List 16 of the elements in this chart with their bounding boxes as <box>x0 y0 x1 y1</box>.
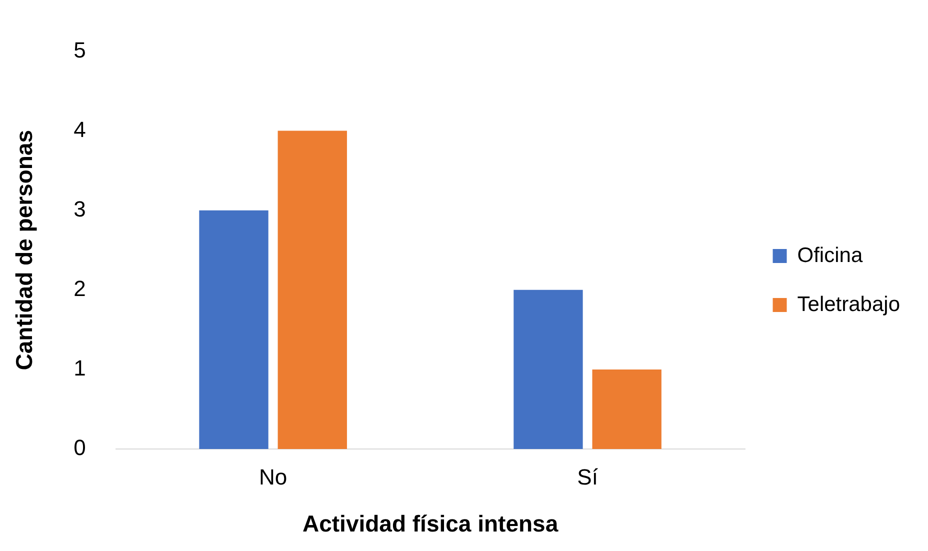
y-tick-label: 1 <box>74 356 86 381</box>
y-tick-label: 4 <box>74 116 86 142</box>
bar <box>278 130 347 449</box>
x-tick-label: Sí <box>577 464 598 490</box>
bar <box>514 290 583 449</box>
y-tick-label: 0 <box>74 435 86 460</box>
y-tick-label: 5 <box>74 37 86 62</box>
y-axis-title: Cantidad de personas <box>11 130 38 370</box>
bar <box>199 210 268 449</box>
y-tick-label: 2 <box>74 276 86 301</box>
y-tick-label: 3 <box>74 196 86 222</box>
x-tick-label: No <box>259 464 288 490</box>
x-axis-title: Actividad física intensa <box>302 510 558 537</box>
legend-label: Oficina <box>797 244 863 267</box>
bar <box>592 369 662 449</box>
legend-label: Teletrabajo <box>797 292 900 316</box>
